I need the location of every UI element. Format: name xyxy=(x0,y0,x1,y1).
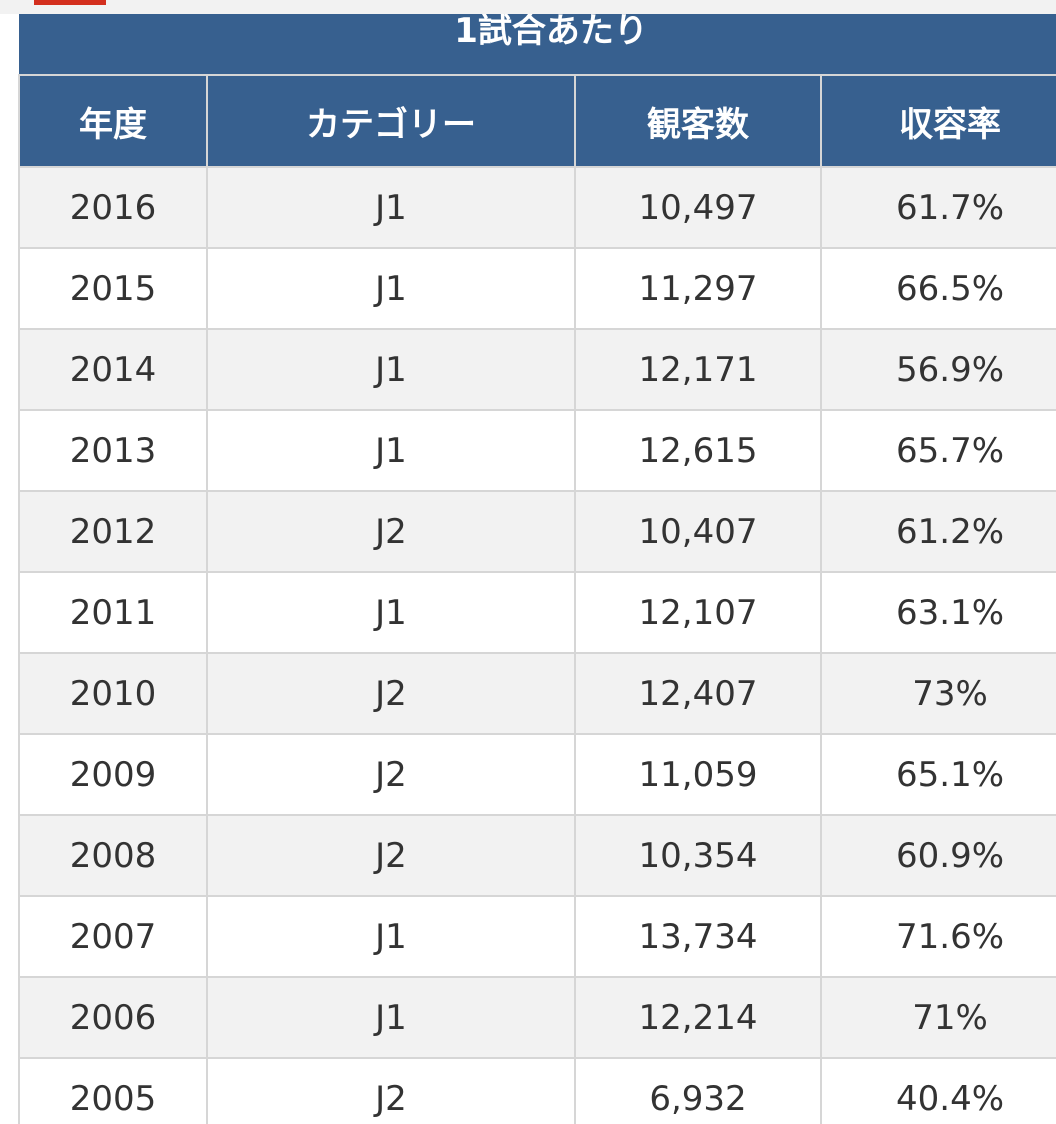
cell-category: J2 xyxy=(206,1057,576,1124)
cell-capacity-rate: 60.9% xyxy=(819,814,1056,897)
cell-category: J1 xyxy=(206,328,576,411)
cell-year: 2016 xyxy=(18,166,208,249)
cell-capacity-rate: 71.6% xyxy=(819,895,1056,978)
table-body: 2016 J1 10,497 61.7% 2015 J1 11,297 66.5% 2014 J1… xyxy=(18,166,1056,1124)
cell-category: J2 xyxy=(206,490,576,573)
table-row: 2008 J2 10,354 60.9% xyxy=(18,814,1056,897)
cell-year: 2005 xyxy=(18,1057,208,1124)
table-row: 2010 J2 12,407 73% xyxy=(18,652,1056,735)
cell-attendance: 12,214 xyxy=(574,976,822,1059)
attendance-table: 1試合あたり 年度 カテゴリー 観客数 収容率 2016 J1 10,497 61.7… xyxy=(18,14,1056,1124)
cell-attendance: 10,354 xyxy=(574,814,822,897)
red-tab-indicator[interactable] xyxy=(34,0,106,5)
top-strip xyxy=(0,0,1056,14)
cell-attendance: 6,932 xyxy=(574,1057,822,1124)
cell-capacity-rate: 73% xyxy=(819,652,1056,735)
header-year: 年度 xyxy=(18,74,208,168)
cell-year: 2013 xyxy=(18,409,208,492)
cell-capacity-rate: 40.4% xyxy=(819,1057,1056,1124)
table-row: 2014 J1 12,171 56.9% xyxy=(18,328,1056,411)
table-row: 2012 J2 10,407 61.2% xyxy=(18,490,1056,573)
cell-capacity-rate: 61.2% xyxy=(819,490,1056,573)
cell-capacity-rate: 66.5% xyxy=(819,247,1056,330)
cell-year: 2007 xyxy=(18,895,208,978)
cell-attendance: 12,407 xyxy=(574,652,822,735)
cell-year: 2011 xyxy=(18,571,208,654)
cell-category: J2 xyxy=(206,814,576,897)
table-row: 2015 J1 11,297 66.5% xyxy=(18,247,1056,330)
cell-capacity-rate: 63.1% xyxy=(819,571,1056,654)
table-row: 2006 J1 12,214 71% xyxy=(18,976,1056,1059)
cell-year: 2010 xyxy=(18,652,208,735)
cell-category: J1 xyxy=(206,895,576,978)
cell-capacity-rate: 65.1% xyxy=(819,733,1056,816)
cell-capacity-rate: 61.7% xyxy=(819,166,1056,249)
attendance-table-container: 1試合あたり 年度 カテゴリー 観客数 収容率 2016 J1 10,497 61.7… xyxy=(18,14,1056,1124)
cell-attendance: 10,497 xyxy=(574,166,822,249)
cell-attendance: 12,615 xyxy=(574,409,822,492)
cell-attendance: 13,734 xyxy=(574,895,822,978)
cell-category: J1 xyxy=(206,571,576,654)
cell-category: J2 xyxy=(206,733,576,816)
table-row: 2005 J2 6,932 40.4% xyxy=(18,1057,1056,1124)
cell-year: 2009 xyxy=(18,733,208,816)
table-row: 2009 J2 11,059 65.1% xyxy=(18,733,1056,816)
table-row: 2011 J1 12,107 63.1% xyxy=(18,571,1056,654)
table-caption: 1試合あたり xyxy=(19,14,1056,75)
cell-capacity-rate: 65.7% xyxy=(819,409,1056,492)
cell-attendance: 12,171 xyxy=(574,328,822,411)
header-attendance: 観客数 xyxy=(574,74,822,168)
cell-capacity-rate: 71% xyxy=(819,976,1056,1059)
cell-category: J1 xyxy=(206,409,576,492)
cell-year: 2006 xyxy=(18,976,208,1059)
cell-year: 2014 xyxy=(18,328,208,411)
table-row: 2016 J1 10,497 61.7% xyxy=(18,166,1056,249)
table-caption-row: 1試合あたり xyxy=(19,14,1056,75)
table-row: 2013 J1 12,615 65.7% xyxy=(18,409,1056,492)
cell-category: J1 xyxy=(206,166,576,249)
table-caption-text: 1試合あたり xyxy=(454,14,648,51)
cell-category: J1 xyxy=(206,247,576,330)
cell-attendance: 11,059 xyxy=(574,733,822,816)
cell-year: 2012 xyxy=(18,490,208,573)
cell-year: 2015 xyxy=(18,247,208,330)
cell-attendance: 11,297 xyxy=(574,247,822,330)
cell-category: J1 xyxy=(206,976,576,1059)
cell-capacity-rate: 56.9% xyxy=(819,328,1056,411)
cell-attendance: 12,107 xyxy=(574,571,822,654)
cell-attendance: 10,407 xyxy=(574,490,822,573)
header-capacity-rate: 収容率 xyxy=(819,74,1056,168)
table-header-row: 年度 カテゴリー 観客数 収容率 xyxy=(18,74,1056,168)
cell-category: J2 xyxy=(206,652,576,735)
header-category: カテゴリー xyxy=(206,74,576,168)
cell-year: 2008 xyxy=(18,814,208,897)
table-row: 2007 J1 13,734 71.6% xyxy=(18,895,1056,978)
